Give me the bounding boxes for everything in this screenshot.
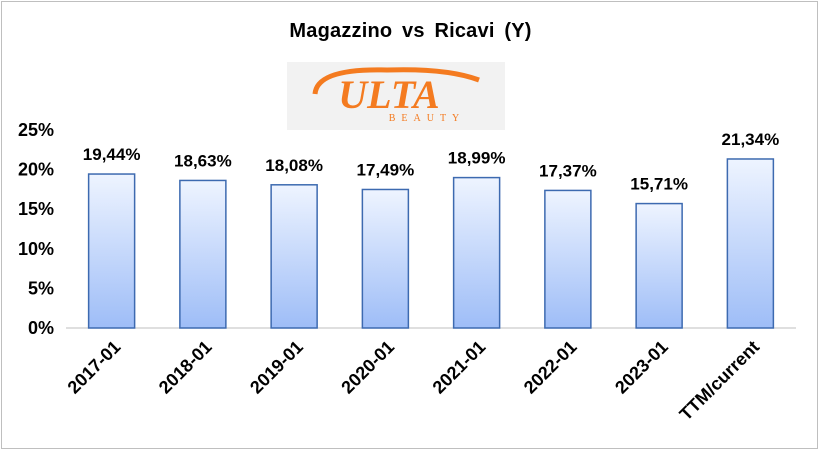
- ulta-beauty-logo: ULTA BEAUTY: [287, 62, 505, 130]
- x-tick-label: 2020-01: [337, 337, 398, 398]
- logo-subtext: BEAUTY: [389, 113, 466, 124]
- y-tick-label: 25%: [18, 120, 54, 140]
- chart-title: Magazzino vs Ricavi (Y): [289, 20, 532, 42]
- data-label: 15,71%: [630, 175, 688, 194]
- data-label: 18,99%: [448, 149, 506, 168]
- bar: [544, 189, 592, 329]
- x-tick-label: TTM/current: [676, 337, 764, 425]
- y-tick-label: 10%: [18, 239, 54, 259]
- bar: [87, 173, 136, 329]
- y-tick-label: 20%: [18, 160, 54, 180]
- x-tick-label: 2021-01: [429, 337, 490, 398]
- x-tick-label: 2018-01: [155, 337, 216, 398]
- data-label: 17,49%: [357, 160, 415, 179]
- y-tick-label: 0%: [28, 318, 54, 338]
- data-label: 19,44%: [83, 145, 141, 164]
- x-tick-label: 2023-01: [611, 337, 672, 398]
- bar: [635, 202, 683, 329]
- data-label: 21,34%: [722, 130, 780, 149]
- bar: [270, 184, 318, 329]
- logo-swoosh-icon: [312, 67, 480, 95]
- bar: [726, 158, 775, 329]
- bar: [452, 176, 501, 329]
- x-tick-label: 2022-01: [520, 337, 581, 398]
- y-tick-label: 5%: [28, 278, 54, 298]
- data-label: 17,37%: [539, 161, 597, 180]
- data-label: 18,63%: [174, 151, 232, 170]
- bar: [361, 188, 410, 329]
- bar: [179, 179, 227, 329]
- x-tick-label: 2017-01: [64, 337, 125, 398]
- x-tick-label: 2019-01: [246, 337, 307, 398]
- data-label: 18,08%: [265, 156, 323, 175]
- y-tick-label: 15%: [18, 199, 54, 219]
- logo-wordmark: ULTA: [338, 72, 440, 117]
